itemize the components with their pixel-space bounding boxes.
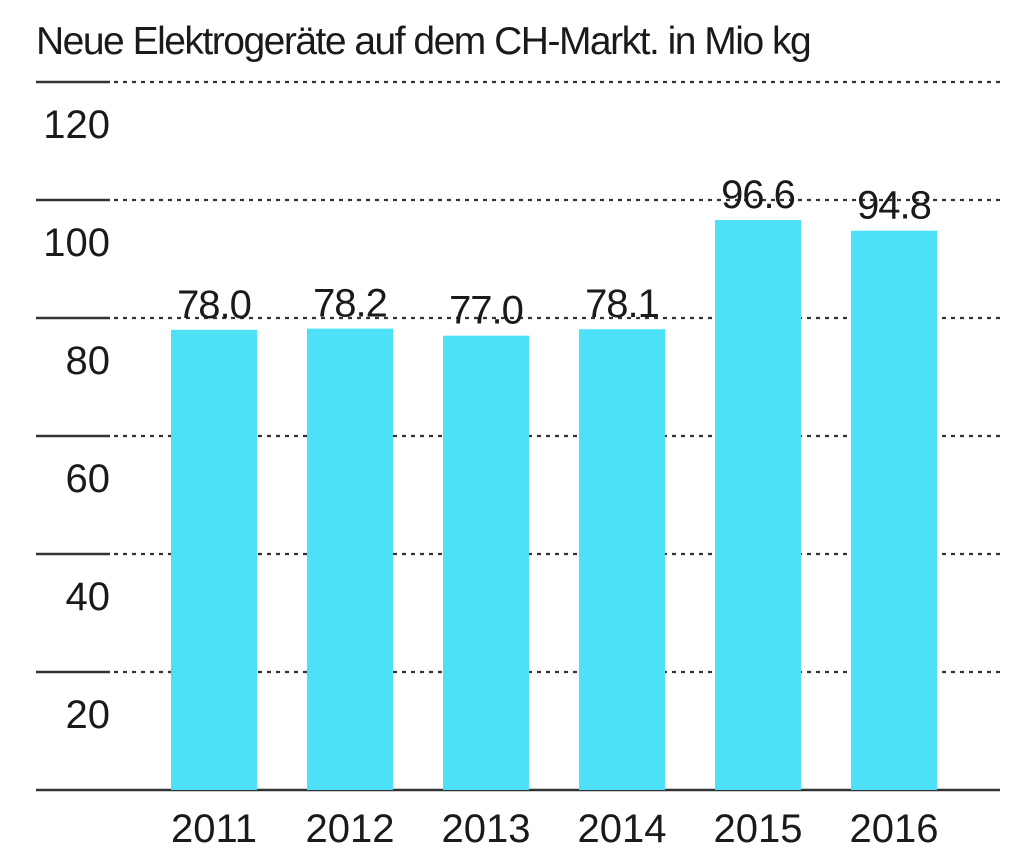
x-tick-label: 2011 — [171, 807, 257, 851]
bar-value-label: 78.0 — [177, 283, 251, 327]
y-tick-label: 120 — [43, 103, 110, 147]
x-tick-label: 2016 — [850, 807, 939, 851]
y-tick-label: 40 — [66, 575, 111, 619]
y-tick-label: 80 — [66, 339, 111, 383]
bar-value-label: 94.8 — [857, 184, 931, 228]
chart-title: Neue Elektrogeräte auf dem CH-Markt. in … — [36, 20, 812, 63]
x-tick-label: 2014 — [578, 807, 667, 851]
bar-value-label: 96.6 — [721, 173, 795, 217]
bar — [851, 230, 937, 790]
bar-value-label: 78.2 — [313, 282, 387, 326]
bar-value-label: 77.0 — [449, 289, 523, 333]
bar — [443, 335, 529, 790]
x-tick-label: 2015 — [714, 807, 803, 851]
bar-value-label: 78.1 — [585, 282, 659, 326]
y-tick-label: 20 — [66, 693, 111, 737]
bar — [307, 328, 393, 790]
bar — [715, 220, 801, 790]
bar — [171, 329, 257, 790]
bar — [579, 329, 665, 790]
y-tick-label: 100 — [43, 221, 110, 265]
y-tick-label: 60 — [66, 457, 111, 501]
x-tick-label: 2012 — [306, 807, 395, 851]
x-tick-label: 2013 — [442, 807, 531, 851]
